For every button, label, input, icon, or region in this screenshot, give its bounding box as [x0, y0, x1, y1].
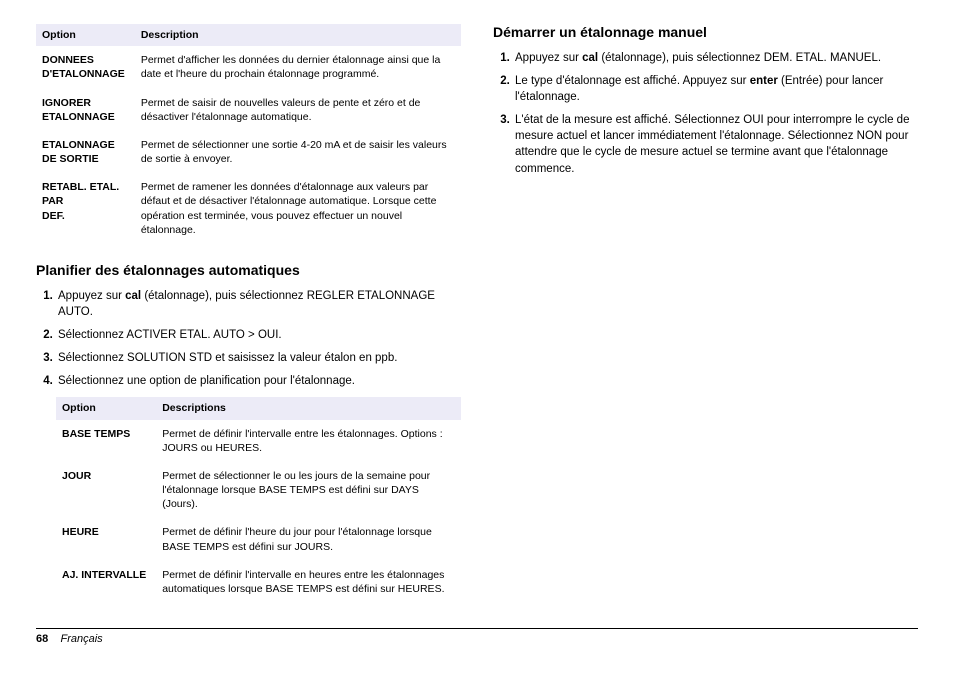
opt-cell: DONNEESD'ETALONNAGE — [36, 46, 135, 88]
table1-head-option: Option — [36, 24, 135, 46]
steps-list-right: Appuyez sur cal (étalonnage), puis sélec… — [493, 50, 918, 177]
table-row: JOUR Permet de sélectionner le ou les jo… — [56, 462, 461, 519]
list-item: Le type d'étalonnage est affiché. Appuye… — [513, 73, 918, 105]
table-row: IGNORERETALONNAGE Permet de saisir de no… — [36, 89, 461, 131]
step-text: (étalonnage), puis sélectionnez DEM. ETA… — [598, 52, 881, 64]
page-footer: 68 Français — [36, 628, 918, 645]
options-table-1: Option Description DONNEESD'ETALONNAGE P… — [36, 24, 461, 244]
list-item: L'état de la mesure est affiché. Sélecti… — [513, 112, 918, 176]
table-row: AJ. INTERVALLE Permet de définir l'inter… — [56, 561, 461, 603]
table2-head-option: Option — [56, 397, 156, 419]
opt-cell: JOUR — [56, 462, 156, 519]
list-item: Appuyez sur cal (étalonnage), puis sélec… — [56, 288, 461, 320]
heading-planifier: Planifier des étalonnages automatiques — [36, 262, 461, 278]
opt-cell: ETALONNAGEDE SORTIE — [36, 131, 135, 173]
opt-cell: AJ. INTERVALLE — [56, 561, 156, 603]
table-row: HEURE Permet de définir l'heure du jour … — [56, 518, 461, 560]
list-item: Sélectionnez SOLUTION STD et saisissez l… — [56, 350, 461, 366]
desc-cell: Permet de définir l'intervalle entre les… — [156, 420, 461, 462]
heading-demarrer: Démarrer un étalonnage manuel — [493, 24, 918, 40]
opt-cell: RETABL. ETAL.PARDEF. — [36, 173, 135, 244]
table1-head-desc: Description — [135, 24, 461, 46]
page-number: 68 — [36, 633, 48, 645]
page-language: Français — [61, 633, 103, 645]
step-text: Appuyez sur — [58, 290, 125, 302]
table2-head-desc: Descriptions — [156, 397, 461, 419]
table-row: RETABL. ETAL.PARDEF. Permet de ramener l… — [36, 173, 461, 244]
table-row: ETALONNAGEDE SORTIE Permet de sélectionn… — [36, 131, 461, 173]
opt-cell: BASE TEMPS — [56, 420, 156, 462]
list-item: Sélectionnez ACTIVER ETAL. AUTO > OUI. — [56, 327, 461, 343]
list-item: Appuyez sur cal (étalonnage), puis sélec… — [513, 50, 918, 66]
desc-cell: Permet d'afficher les données du dernier… — [135, 46, 461, 88]
desc-cell: Permet de saisir de nouvelles valeurs de… — [135, 89, 461, 131]
desc-cell: Permet de définir l'intervalle en heures… — [156, 561, 461, 603]
step-bold: cal — [125, 290, 141, 302]
step-bold: enter — [750, 75, 778, 87]
desc-cell: Permet de sélectionner une sortie 4-20 m… — [135, 131, 461, 173]
opt-cell: IGNORERETALONNAGE — [36, 89, 135, 131]
step-text: Appuyez sur — [515, 52, 582, 64]
left-column: Option Description DONNEESD'ETALONNAGE P… — [36, 24, 461, 634]
step-bold: cal — [582, 52, 598, 64]
table-row: DONNEESD'ETALONNAGE Permet d'afficher le… — [36, 46, 461, 88]
desc-cell: Permet de ramener les données d'étalonna… — [135, 173, 461, 244]
steps-list-1: Appuyez sur cal (étalonnage), puis sélec… — [36, 288, 461, 389]
desc-cell: Permet de définir l'heure du jour pour l… — [156, 518, 461, 560]
desc-cell: Permet de sélectionner le ou les jours d… — [156, 462, 461, 519]
right-column: Démarrer un étalonnage manuel Appuyez su… — [493, 24, 918, 634]
opt-cell: HEURE — [56, 518, 156, 560]
step-text: Le type d'étalonnage est affiché. Appuye… — [515, 75, 750, 87]
table-row: BASE TEMPS Permet de définir l'intervall… — [56, 420, 461, 462]
list-item: Sélectionnez une option de planification… — [56, 373, 461, 389]
options-table-2: Option Descriptions BASE TEMPS Permet de… — [56, 397, 461, 603]
